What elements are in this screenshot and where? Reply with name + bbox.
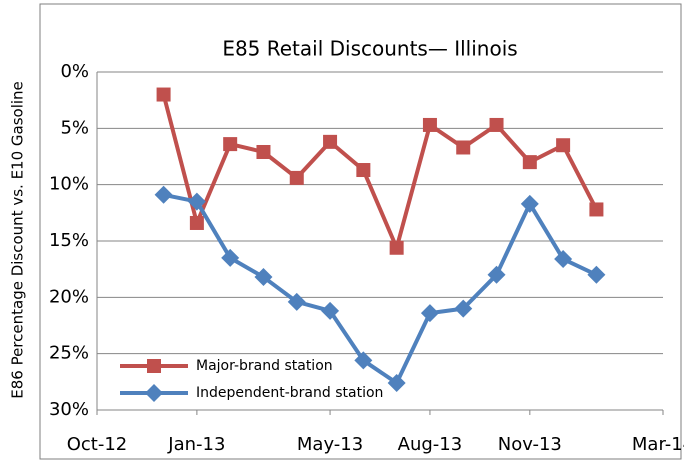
y-tick-label: 20% <box>49 286 89 307</box>
data-point <box>556 138 571 153</box>
data-point <box>223 137 238 152</box>
legend-text: Independent-brand station <box>196 385 383 401</box>
y-tick-label: 10% <box>49 174 89 195</box>
data-point <box>420 304 439 323</box>
data-point <box>287 292 306 311</box>
x-tick-label: May-13 <box>297 434 363 455</box>
y-tick-label: 15% <box>49 230 89 251</box>
data-point <box>454 299 473 318</box>
data-point <box>587 265 606 284</box>
data-point <box>487 265 506 284</box>
y-tick-label: 5% <box>60 117 89 138</box>
data-point <box>522 155 537 170</box>
data-point <box>422 117 437 132</box>
data-point <box>321 301 340 320</box>
legend-marker <box>147 359 161 373</box>
data-point <box>254 268 273 287</box>
data-point <box>221 248 240 267</box>
y-tick-label: 0% <box>60 61 89 82</box>
data-point <box>389 240 404 255</box>
x-tick-label: Aug-13 <box>398 434 463 455</box>
chart-border <box>39 3 682 460</box>
y-tick-label: 25% <box>49 343 89 364</box>
data-point <box>256 144 271 159</box>
x-tick-label: Nov-13 <box>498 434 562 455</box>
data-point <box>187 192 206 211</box>
data-point <box>589 202 604 217</box>
x-tick-label: Oct-12 <box>67 434 128 455</box>
data-point <box>520 194 539 213</box>
data-point <box>154 185 173 204</box>
legend-text: Major-brand station <box>196 358 333 374</box>
x-tick-label: Jan-13 <box>167 434 225 455</box>
data-point <box>323 134 338 149</box>
x-tick-label: Mar-14 <box>632 434 684 455</box>
data-point <box>387 373 406 392</box>
data-point <box>456 140 471 155</box>
data-point <box>354 351 373 370</box>
data-point <box>156 87 171 102</box>
chart-title: E85 Retail Discounts— Illinois <box>222 37 517 61</box>
data-point <box>554 250 573 269</box>
legend-marker <box>145 384 163 402</box>
y-axis-title: E86 Percentage Discount vs. E10 Gasoline <box>9 81 27 399</box>
data-point <box>189 215 204 230</box>
data-point <box>356 163 371 178</box>
data-point <box>489 117 504 132</box>
y-tick-label: 30% <box>49 399 89 420</box>
data-point <box>289 170 304 185</box>
